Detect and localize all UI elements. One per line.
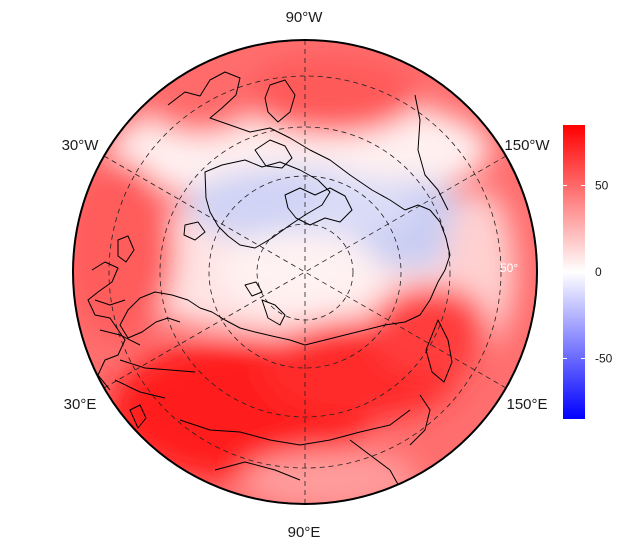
field-shading (73, 40, 537, 504)
baffin-island (254, 139, 293, 169)
colorbar: 50 0 -50 (563, 125, 613, 419)
europe-coast (87, 261, 126, 391)
colorbar-gradient (563, 125, 585, 419)
canadian-archipelago (284, 187, 353, 226)
lon-label-upper-right: 150°W (504, 137, 550, 154)
iceland (183, 221, 206, 241)
lon-label-top: 90°W (286, 9, 324, 26)
lon-label-bottom: 90°E (288, 524, 321, 541)
hudson-bay (264, 79, 296, 123)
europe-borders (94, 299, 196, 399)
lon-label-upper-left: 30°W (62, 137, 100, 154)
lon-label-lower-left: 30°E (64, 396, 97, 413)
latitude-circle-60 (159, 126, 451, 418)
caspian (129, 404, 147, 429)
west-coast-na (414, 94, 449, 211)
scandinavia (119, 291, 201, 339)
graticule (103, 40, 507, 504)
china-outline (349, 394, 431, 489)
east-siberia-coast (304, 281, 439, 346)
kamchatka (425, 319, 453, 383)
colorbar-tick-label: 0 (595, 265, 602, 279)
colorbar-ticks: 50 0 -50 (563, 179, 613, 365)
alaska-coast (404, 204, 451, 283)
coastlines (87, 71, 453, 489)
colorbar-tick-label: 50 (595, 179, 609, 193)
novaya-zemlya (261, 299, 286, 326)
greenland-outline (204, 159, 331, 249)
svalbard (244, 281, 263, 297)
asia-borders (179, 409, 411, 481)
north-america-coast (167, 71, 406, 211)
latitude-label-50: 50° (500, 261, 518, 275)
lon-label-lower-right: 150°E (506, 396, 547, 413)
colorbar-tick-label: -50 (595, 351, 613, 365)
map-boundary (72, 39, 538, 505)
russia-north-coast (199, 307, 306, 346)
british-isles (117, 235, 135, 263)
